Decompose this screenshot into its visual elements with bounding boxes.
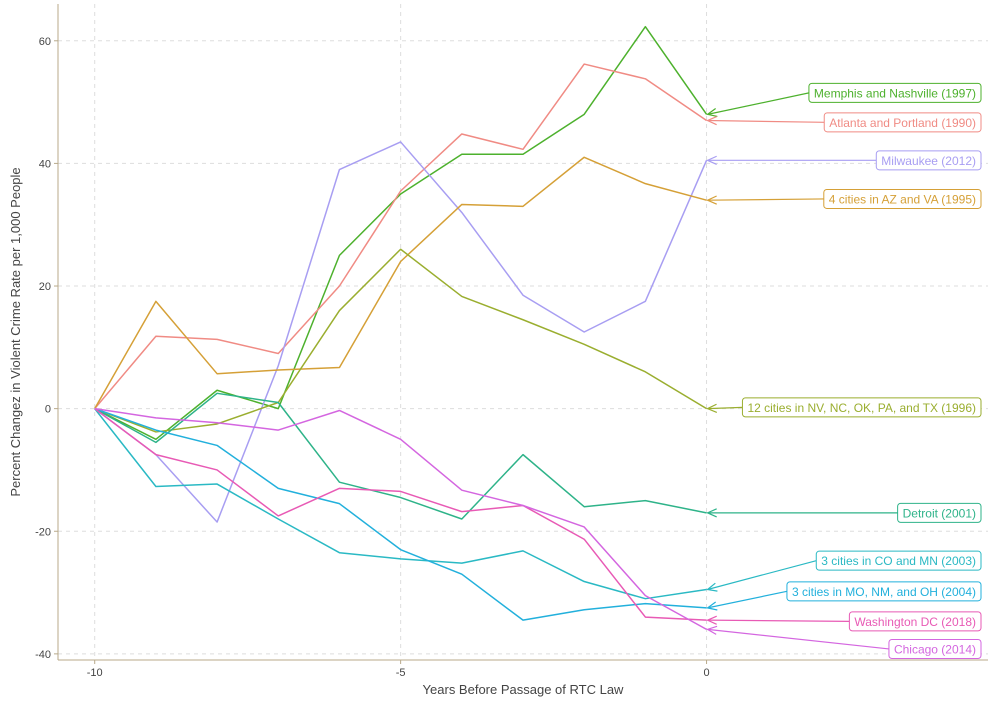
series-annotation: Milwaukee (2012) <box>708 151 981 170</box>
series-annotation: 3 cities in MO, NM, and OH (2004) <box>708 582 981 610</box>
annotation-text: Memphis and Nashville (1997) <box>814 86 976 100</box>
annotation-arrow <box>708 629 889 649</box>
y-axis-title: Percent Changez in Violent Crime Rate pe… <box>8 167 23 496</box>
annotation-text: Milwaukee (2012) <box>881 154 976 168</box>
series-annotation: 12 cities in NV, NC, OK, PA, and TX (199… <box>708 398 981 417</box>
annotation-text: Atlanta and Portland (1990) <box>829 116 976 130</box>
y-tick-label: -20 <box>35 526 51 538</box>
series-annotation: Washington DC (2018) <box>708 612 981 631</box>
series-line <box>95 27 707 440</box>
annotation-text: 3 cities in MO, NM, and OH (2004) <box>792 585 976 599</box>
annotation-arrow <box>708 620 850 621</box>
annotation-text: 3 cities in CO and MN (2003) <box>821 554 976 568</box>
series-annotation: Atlanta and Portland (1990) <box>708 113 981 132</box>
series-annotation: Detroit (2001) <box>708 503 981 522</box>
annotation-arrow <box>708 407 743 408</box>
y-tick-label: 20 <box>39 281 51 293</box>
x-axis-title: Years Before Passage of RTC Law <box>423 682 625 697</box>
axes: -10 -5 0 -40 -20 0 20 40 60 <box>35 4 988 679</box>
annotation-text: Washington DC (2018) <box>854 615 976 629</box>
annotations: Memphis and Nashville (1997) Atlanta and … <box>708 83 981 658</box>
y-tick-label: 60 <box>39 36 51 48</box>
annotation-text: Chicago (2014) <box>894 642 976 656</box>
annotation-text: 12 cities in NV, NC, OK, PA, and TX (199… <box>747 401 976 415</box>
series-annotation: Memphis and Nashville (1997) <box>708 83 981 116</box>
annotation-arrow <box>708 93 809 114</box>
y-tick-label: 40 <box>39 158 51 170</box>
x-tick-label: -5 <box>396 667 406 679</box>
x-tick-label: 0 <box>703 667 709 679</box>
series-annotation: 4 cities in AZ and VA (1995) <box>708 189 981 208</box>
annotation-arrow <box>708 120 825 122</box>
annotation-text: 4 cities in AZ and VA (1995) <box>829 192 976 206</box>
annotation-arrow <box>708 591 787 608</box>
x-tick-label: -10 <box>87 667 103 679</box>
y-tick-label: -40 <box>35 649 51 661</box>
annotation-arrow <box>708 199 824 200</box>
annotation-text: Detroit (2001) <box>903 506 976 520</box>
y-tick-label: 0 <box>45 404 51 416</box>
